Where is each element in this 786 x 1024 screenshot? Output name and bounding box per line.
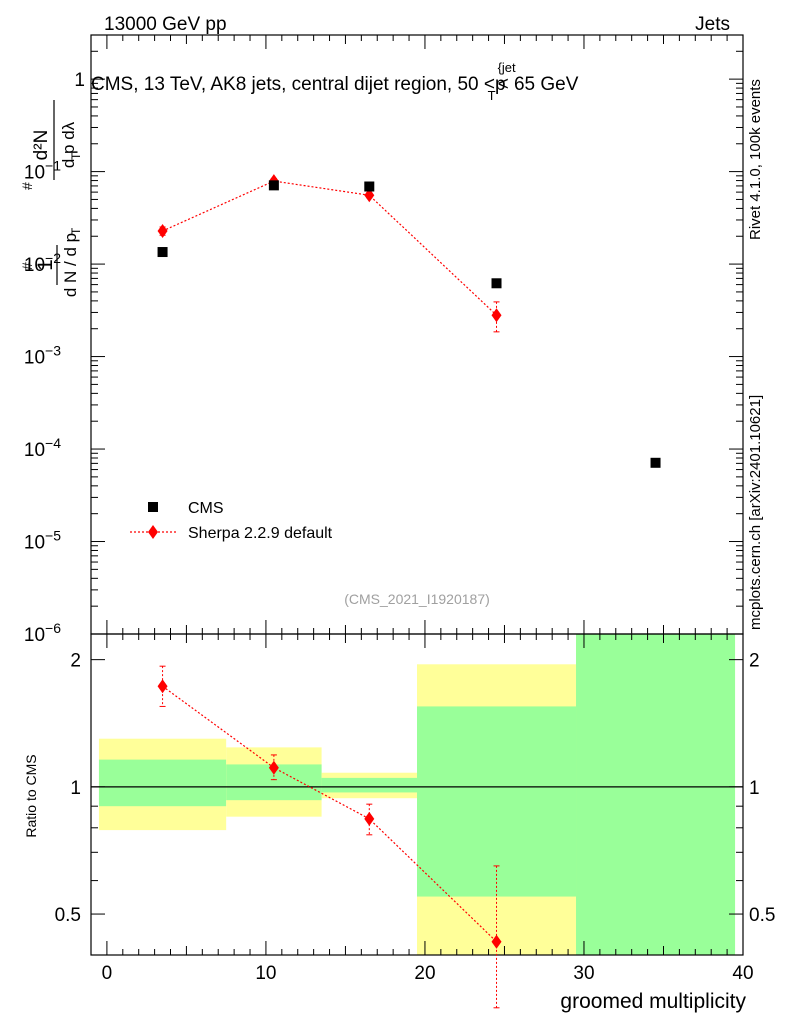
ratio-mc-point-2 bbox=[364, 811, 375, 826]
ratio-mc-point-0 bbox=[157, 679, 168, 694]
x-tick-label: 40 bbox=[732, 963, 753, 984]
ratio-band-inner-3 bbox=[417, 706, 577, 897]
ratio-y-tick-label: 0.5 bbox=[55, 905, 81, 926]
ratio-y-axis-label: Ratio to CMS bbox=[23, 754, 39, 837]
ratio-y-tick-label: 1 bbox=[70, 778, 81, 799]
legend-mc-label: Sherpa 2.2.9 default bbox=[188, 525, 333, 542]
header-right-label: Jets bbox=[695, 14, 730, 35]
x-tick-label: 0 bbox=[102, 963, 113, 984]
svg-text:#: # bbox=[19, 182, 35, 190]
ratio-y-tick-label-right: 1 bbox=[749, 778, 760, 799]
svg-text:d²N: d²N bbox=[31, 130, 52, 161]
ratio-band-inner-0 bbox=[98, 759, 227, 807]
cms-point-1 bbox=[268, 180, 279, 191]
mc-point-2 bbox=[364, 188, 375, 203]
mc-point-3 bbox=[491, 308, 502, 323]
x-tick-label: 20 bbox=[414, 963, 435, 984]
cms-point-3 bbox=[491, 278, 502, 289]
x-tick-label: 30 bbox=[573, 963, 594, 984]
ratio-band-inner-2 bbox=[321, 777, 417, 793]
main-y-axis-label: # 1 d N / d p T # d²N d p dλ T bbox=[19, 100, 83, 297]
mc-series-line bbox=[162, 180, 497, 316]
ratio-mc-point-1 bbox=[268, 760, 279, 775]
ratio-mc-point-3 bbox=[491, 934, 502, 949]
main-y-tick-label: 10−2 bbox=[24, 250, 61, 276]
mc-point-0 bbox=[157, 223, 168, 238]
main-y-tick-label: 1 bbox=[74, 70, 85, 91]
rivet-info-label: Rivet 4.1.0, 100k events bbox=[747, 79, 764, 240]
x-axis-label: groomed multiplicity bbox=[560, 990, 746, 1013]
legend-cms-marker bbox=[148, 502, 158, 512]
ratio-mc-line bbox=[162, 685, 497, 943]
main-y-tick-label: 10−1 bbox=[24, 158, 61, 184]
legend-cms-label: CMS bbox=[188, 500, 224, 517]
main-y-tick-label: 10−6 bbox=[24, 620, 61, 646]
main-y-tick-label: 10−3 bbox=[24, 343, 61, 369]
main-y-tick-label: 10−4 bbox=[24, 435, 61, 461]
ratio-frame bbox=[90, 633, 744, 956]
svg-text:#: # bbox=[19, 262, 35, 270]
cms-point-2 bbox=[364, 181, 375, 192]
svg-text:T: T bbox=[69, 152, 83, 160]
chart-title: CMS, 13 TeV, AK8 jets, central dijet reg… bbox=[91, 60, 579, 103]
cms-point-0 bbox=[157, 247, 168, 258]
svg-text:d N / d p: d N / d p bbox=[61, 233, 80, 297]
cms-point-4 bbox=[650, 457, 661, 468]
main-frame bbox=[90, 34, 744, 635]
ratio-y-tick-label: 2 bbox=[70, 651, 81, 672]
svg-text:T: T bbox=[69, 227, 83, 235]
mcplots-label: mcplots.cern.ch [arXiv:2401.10621] bbox=[747, 395, 764, 630]
ratio-y-tick-label-right: 0.5 bbox=[749, 905, 775, 926]
ratio-y-tick-label-right: 2 bbox=[749, 651, 760, 672]
x-tick-label: 10 bbox=[255, 963, 276, 984]
ratio-band-inner-4 bbox=[576, 634, 736, 955]
header-left-label: 13000 GeV pp bbox=[104, 14, 227, 35]
main-y-tick-label: 10−5 bbox=[24, 528, 61, 554]
legend-mc-marker bbox=[148, 525, 158, 539]
svg-text:1: 1 bbox=[34, 259, 57, 271]
svg-text:d p dλ: d p dλ bbox=[59, 121, 78, 168]
analysis-id-label: (CMS_2021_I1920187) bbox=[344, 591, 490, 607]
